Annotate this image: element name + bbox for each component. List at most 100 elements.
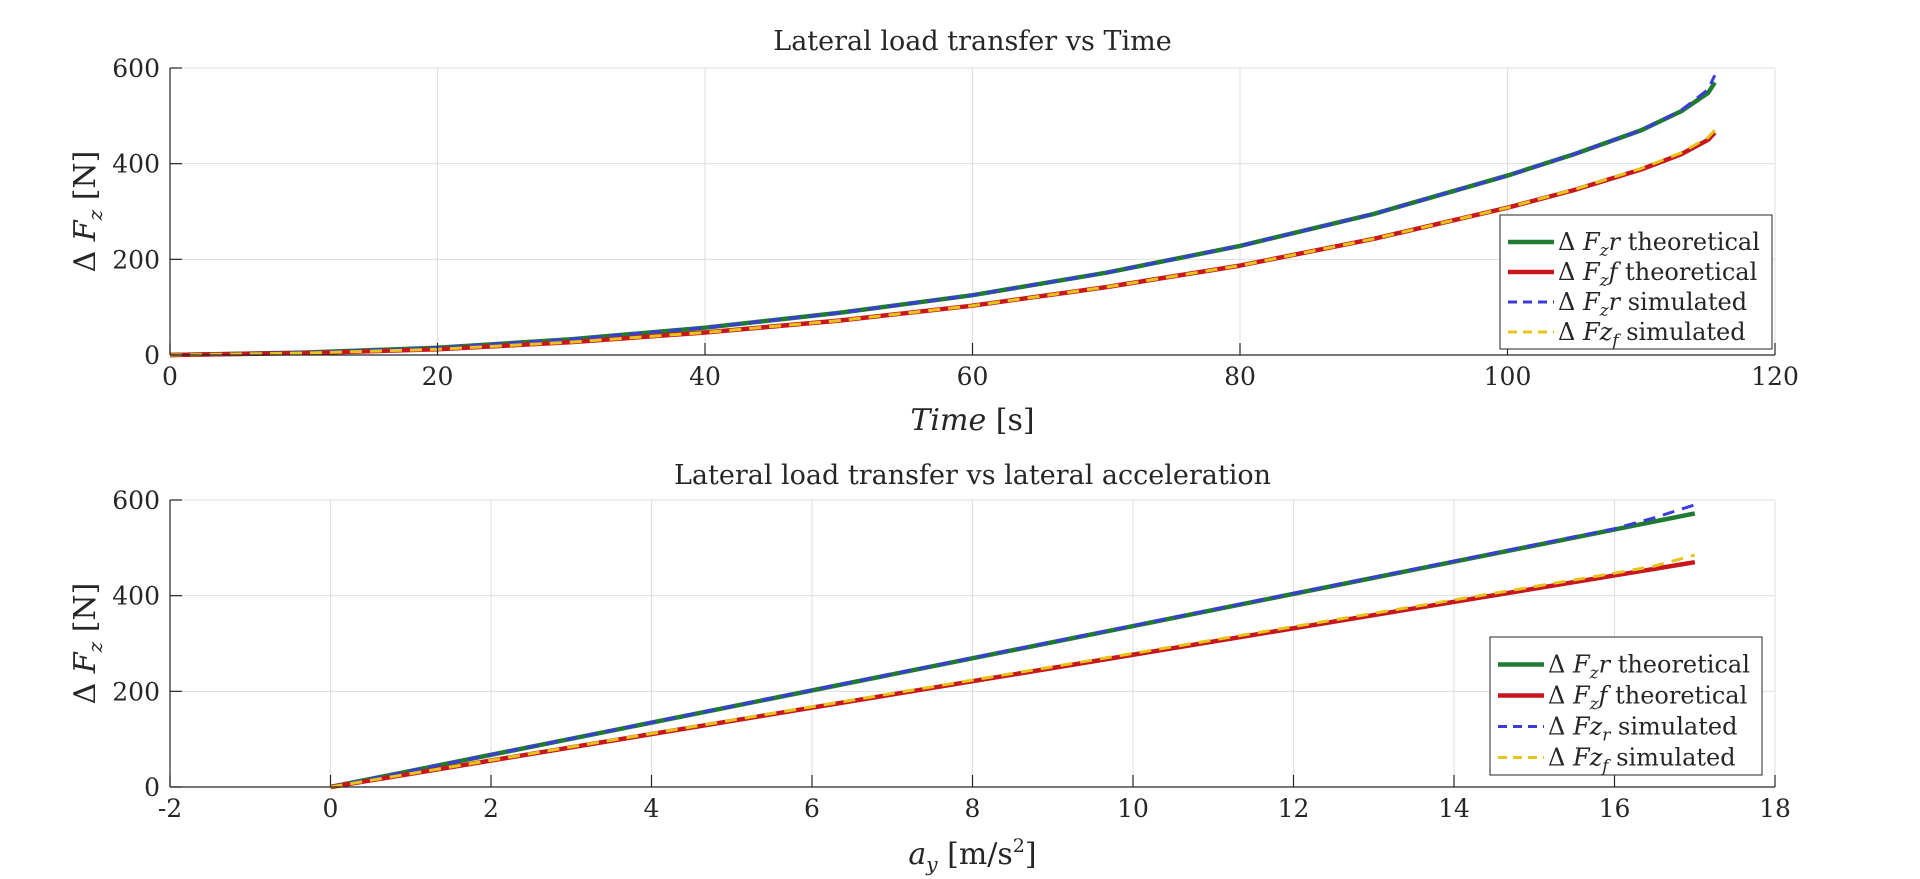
x-axis-label-main: Time [910, 403, 986, 438]
legend-sub: r [1602, 726, 1611, 746]
legend-sub: z [1599, 271, 1610, 291]
x-tick-label: 16 [1599, 794, 1631, 823]
legend-delta: Δ [1558, 318, 1583, 346]
x-axis-label: ay [m/s2] [908, 835, 1036, 876]
x-tick-label: 4 [644, 794, 660, 823]
legend-var: F [1572, 682, 1591, 710]
legend-sub: z [1599, 301, 1610, 321]
x-tick-label: 18 [1759, 794, 1791, 823]
legend-rest: simulated [1610, 713, 1737, 741]
x-tick-label: 0 [323, 794, 339, 823]
legend-label-3: Δ Fzr simulated [1548, 713, 1737, 746]
series-line-4 [330, 553, 1696, 789]
chart-title: Lateral load transfer vs lateral acceler… [674, 460, 1271, 491]
y-axis-label-f: F [68, 219, 103, 242]
x-tick-label: 60 [957, 362, 989, 391]
legend-delta: Δ [1548, 744, 1573, 772]
x-axis-label-sub: y [925, 852, 938, 876]
legend-var: F [1582, 288, 1601, 316]
legend-rest-word: simulated [1620, 288, 1747, 316]
x-tick-label: 14 [1438, 794, 1470, 823]
y-axis-label-unit: [N] [68, 583, 103, 642]
legend-label-2: Δ Fzf theoretical [1548, 682, 1747, 715]
legend-delta: Δ [1548, 682, 1573, 710]
y-tick-label: 200 [112, 677, 160, 706]
x-tick-label: 8 [965, 794, 981, 823]
legend-var: F [1582, 228, 1601, 256]
legend-delta: Δ [1548, 651, 1573, 679]
legend-sub: z [1589, 664, 1600, 684]
legend-sub: z [1589, 695, 1600, 715]
legend-rest-word: theoretical [1607, 682, 1747, 710]
chart-1: 0 20 40 60 80 100 120 0 200 400 600 Lateral load tr… [68, 26, 1799, 438]
legend-rest-var: r [1609, 288, 1622, 316]
x-axis-label: Time [s] [910, 403, 1034, 438]
x-axis-label-end: ] [1025, 837, 1037, 872]
x-tick-label: 80 [1224, 362, 1256, 391]
x-tick-label: 100 [1484, 362, 1532, 391]
legend-var: Fz [1572, 713, 1603, 741]
x-tick-label: 6 [804, 794, 820, 823]
y-axis-label-sub: z [83, 641, 107, 653]
legend-box [1489, 636, 1763, 776]
x-axis-label-main: a [908, 837, 926, 872]
y-axis-label-f: F [68, 651, 103, 674]
y-tick-label: 400 [112, 150, 160, 179]
y-axis-label: Δ Fz [N] [68, 151, 107, 273]
x-tick-label: 2 [483, 794, 499, 823]
legend-sub: f [1600, 757, 1611, 777]
legend-var: Fz [1582, 318, 1613, 346]
series-line-3 [169, 74, 1717, 357]
series-line-3 [330, 503, 1696, 789]
x-tick-label: -2 [158, 794, 182, 823]
x-axis-label-sup: 2 [1013, 835, 1025, 857]
y-tick-label: 0 [144, 341, 160, 370]
legend-var: F [1582, 258, 1601, 286]
y-axis-label-delta: Δ [68, 673, 103, 704]
legend-box [1499, 214, 1773, 350]
legend-var: F [1572, 651, 1591, 679]
x-axis-label-unit: [s] [986, 403, 1034, 438]
y-axis-label: Δ Fz [N] [68, 583, 107, 705]
legend-rest-word: theoretical [1617, 258, 1757, 286]
y-axis-label-delta: Δ [68, 241, 103, 272]
legend-delta: Δ [1558, 258, 1583, 286]
legend-delta: Δ [1558, 288, 1583, 316]
legend-label-2: Δ Fzf theoretical [1558, 258, 1757, 291]
x-tick-label: 12 [1278, 794, 1310, 823]
legend-rest: f theoretical [1607, 258, 1758, 286]
legend-var: Fz [1572, 744, 1603, 772]
x-tick-label: 40 [689, 362, 721, 391]
series-line-4 [169, 129, 1716, 357]
legend-rest: f theoretical [1597, 682, 1748, 710]
y-tick-label: 200 [112, 245, 160, 274]
legend-sub: f [1610, 331, 1621, 351]
legend-rest: simulated [1609, 744, 1736, 772]
x-tick-label: 120 [1751, 362, 1799, 391]
legend-rest-var: r [1599, 651, 1612, 679]
y-axis-label-unit: [N] [68, 151, 103, 210]
legend-rest: r theoretical [1599, 651, 1750, 679]
legend-rest-var: r [1609, 228, 1622, 256]
legend-delta: Δ [1558, 228, 1583, 256]
y-tick-label: 400 [112, 582, 160, 611]
legend-label-1: Δ Fzr theoretical [1558, 228, 1760, 261]
x-tick-label: 0 [162, 362, 178, 391]
legend-label-4: Δ Fzf simulated [1548, 744, 1736, 777]
legend-rest-word: theoretical [1620, 228, 1760, 256]
legend-sub: z [1599, 241, 1610, 261]
legend-rest: r simulated [1609, 288, 1748, 316]
y-tick-label: 600 [112, 486, 160, 515]
legend-rest: simulated [1619, 318, 1746, 346]
chart-title: Lateral load transfer vs Time [773, 26, 1171, 57]
legend-rest: r theoretical [1609, 228, 1760, 256]
x-tick-label: 20 [422, 362, 454, 391]
x-axis-label-unit: [m/s [938, 837, 1013, 872]
legend-label-4: Δ Fzf simulated [1558, 318, 1746, 351]
y-tick-label: 0 [144, 773, 160, 802]
legend-label-1: Δ Fzr theoretical [1548, 651, 1750, 684]
legend-delta: Δ [1548, 713, 1573, 741]
